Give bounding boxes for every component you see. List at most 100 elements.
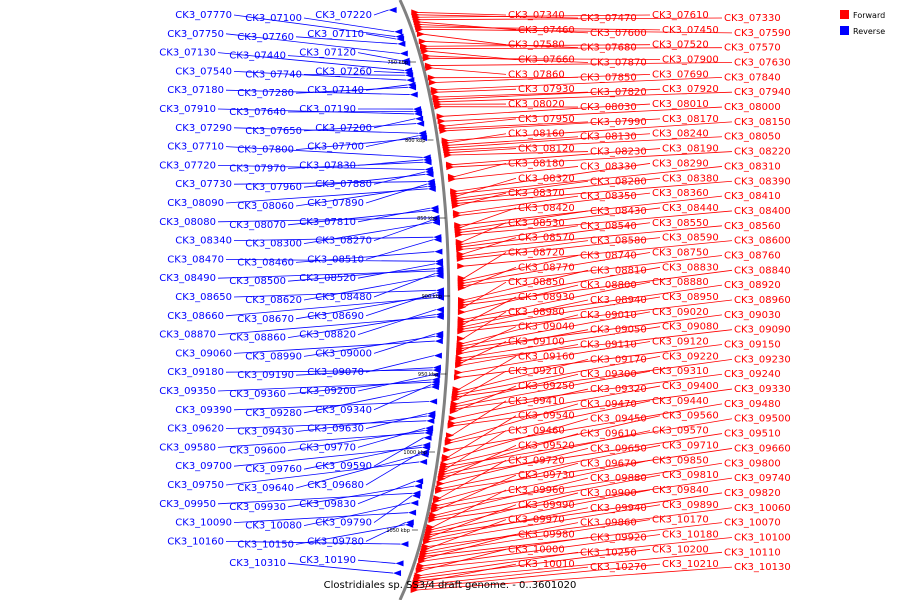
gene-label[interactable]: CK3_08560: [724, 221, 781, 232]
gene-label[interactable]: CK3_07600: [590, 28, 647, 39]
gene-label[interactable]: CK3_08490: [159, 273, 216, 284]
forward-gene-feature[interactable]: [418, 38, 427, 45]
gene-label[interactable]: CK3_07940: [734, 87, 791, 98]
gene-label[interactable]: CK3_07950: [518, 114, 575, 125]
gene-label[interactable]: CK3_07700: [307, 142, 364, 153]
reverse-gene-feature[interactable]: [432, 371, 441, 378]
gene-label[interactable]: CK3_07680: [580, 43, 637, 54]
gene-label[interactable]: CK3_07760: [237, 32, 294, 43]
gene-label[interactable]: CK3_07740: [245, 69, 302, 80]
forward-gene-feature[interactable]: [425, 65, 434, 71]
gene-label[interactable]: CK3_08370: [508, 188, 565, 199]
gene-label[interactable]: CK3_07590: [734, 28, 791, 39]
gene-label[interactable]: CK3_07850: [580, 72, 637, 83]
reverse-gene-feature[interactable]: [427, 185, 436, 192]
reverse-gene-feature[interactable]: [414, 110, 423, 117]
gene-label[interactable]: CK3_09200: [299, 386, 356, 397]
gene-label[interactable]: CK3_08990: [245, 351, 302, 362]
gene-label[interactable]: CK3_09430: [237, 427, 294, 438]
gene-label[interactable]: CK3_07200: [315, 123, 372, 134]
gene-label[interactable]: CK3_08840: [734, 265, 791, 276]
gene-label[interactable]: CK3_10250: [580, 547, 637, 558]
gene-label[interactable]: CK3_07730: [175, 179, 232, 190]
gene-label[interactable]: CK3_07860: [508, 69, 565, 80]
forward-gene-feature[interactable]: [432, 497, 441, 504]
gene-label[interactable]: CK3_07870: [590, 58, 647, 69]
gene-label[interactable]: CK3_07290: [175, 123, 232, 134]
gene-label[interactable]: CK3_07750: [167, 29, 224, 40]
forward-gene-feature[interactable]: [448, 415, 457, 422]
forward-gene-feature[interactable]: [418, 558, 427, 564]
gene-label[interactable]: CK3_08240: [652, 129, 709, 140]
gene-label[interactable]: CK3_07890: [307, 198, 364, 209]
reverse-gene-feature[interactable]: [419, 458, 428, 465]
gene-label[interactable]: CK3_07930: [518, 84, 575, 95]
gene-label[interactable]: CK3_09570: [652, 426, 709, 437]
gene-label[interactable]: CK3_09320: [590, 384, 647, 395]
gene-label[interactable]: CK3_08170: [662, 114, 719, 125]
gene-label[interactable]: CK3_08920: [724, 280, 781, 291]
gene-label[interactable]: CK3_08500: [229, 276, 286, 287]
forward-gene-feature[interactable]: [410, 587, 419, 593]
reverse-gene-feature[interactable]: [435, 333, 444, 340]
gene-label[interactable]: CK3_09190: [237, 370, 294, 381]
forward-gene-feature[interactable]: [455, 362, 464, 369]
gene-label[interactable]: CK3_08330: [580, 161, 637, 172]
gene-label[interactable]: CK3_07140: [307, 85, 364, 96]
forward-gene-feature[interactable]: [437, 118, 446, 125]
gene-label[interactable]: CK3_09330: [734, 384, 791, 395]
forward-gene-feature[interactable]: [430, 507, 439, 514]
gene-label[interactable]: CK3_08540: [580, 221, 637, 232]
gene-label[interactable]: CK3_10080: [245, 521, 302, 532]
gene-label[interactable]: CK3_10270: [590, 562, 647, 573]
gene-label[interactable]: CK3_08810: [590, 265, 647, 276]
gene-label[interactable]: CK3_09600: [229, 445, 286, 456]
forward-gene-feature[interactable]: [423, 55, 432, 62]
gene-label[interactable]: CK3_08000: [724, 102, 781, 113]
gene-label[interactable]: CK3_08420: [518, 203, 575, 214]
gene-label[interactable]: CK3_09760: [245, 464, 302, 475]
gene-label[interactable]: CK3_09210: [508, 366, 565, 377]
reverse-gene-feature[interactable]: [435, 306, 444, 313]
gene-label[interactable]: CK3_08940: [590, 295, 647, 306]
forward-gene-feature[interactable]: [416, 31, 425, 38]
gene-label[interactable]: CK3_07900: [662, 55, 719, 66]
gene-label[interactable]: CK3_08150: [734, 117, 791, 128]
gene-label[interactable]: CK3_07260: [315, 66, 372, 77]
gene-label[interactable]: CK3_08010: [652, 99, 709, 110]
gene-label[interactable]: CK3_09000: [315, 348, 372, 359]
gene-label[interactable]: CK3_08950: [662, 292, 719, 303]
forward-gene-feature[interactable]: [443, 446, 452, 453]
gene-label[interactable]: CK3_07610: [652, 10, 709, 21]
gene-label[interactable]: CK3_08480: [315, 292, 372, 303]
gene-label[interactable]: CK3_09680: [307, 480, 364, 491]
forward-gene-feature[interactable]: [437, 475, 446, 482]
gene-label[interactable]: CK3_09660: [734, 443, 791, 454]
reverse-gene-feature[interactable]: [430, 384, 439, 390]
gene-label[interactable]: CK3_10130: [734, 562, 791, 573]
gene-label[interactable]: CK3_09220: [662, 351, 719, 362]
reverse-gene-feature[interactable]: [399, 50, 408, 57]
gene-label[interactable]: CK3_08740: [580, 250, 637, 261]
gene-label[interactable]: CK3_09740: [734, 473, 791, 484]
gene-label[interactable]: CK3_08050: [724, 132, 781, 143]
gene-label[interactable]: CK3_09400: [662, 381, 719, 392]
gene-label[interactable]: CK3_09900: [580, 488, 637, 499]
gene-label[interactable]: CK3_10150: [237, 539, 294, 550]
gene-label[interactable]: CK3_07960: [245, 182, 302, 193]
gene-label[interactable]: CK3_09150: [724, 340, 781, 351]
gene-label[interactable]: CK3_08310: [724, 161, 781, 172]
gene-label[interactable]: CK3_07440: [229, 51, 286, 62]
gene-label[interactable]: CK3_07570: [724, 43, 781, 54]
gene-label[interactable]: CK3_08350: [580, 191, 637, 202]
forward-gene-feature[interactable]: [428, 79, 437, 86]
gene-label[interactable]: CK3_09890: [662, 500, 719, 511]
gene-label[interactable]: CK3_09880: [590, 473, 647, 484]
gene-label[interactable]: CK3_08530: [508, 218, 565, 229]
gene-label[interactable]: CK3_08720: [508, 247, 565, 258]
gene-label[interactable]: CK3_07800: [237, 145, 294, 156]
gene-label[interactable]: CK3_09250: [518, 381, 575, 392]
gene-label[interactable]: CK3_09280: [245, 408, 302, 419]
forward-gene-feature[interactable]: [434, 103, 443, 110]
gene-label[interactable]: CK3_08770: [518, 262, 575, 273]
